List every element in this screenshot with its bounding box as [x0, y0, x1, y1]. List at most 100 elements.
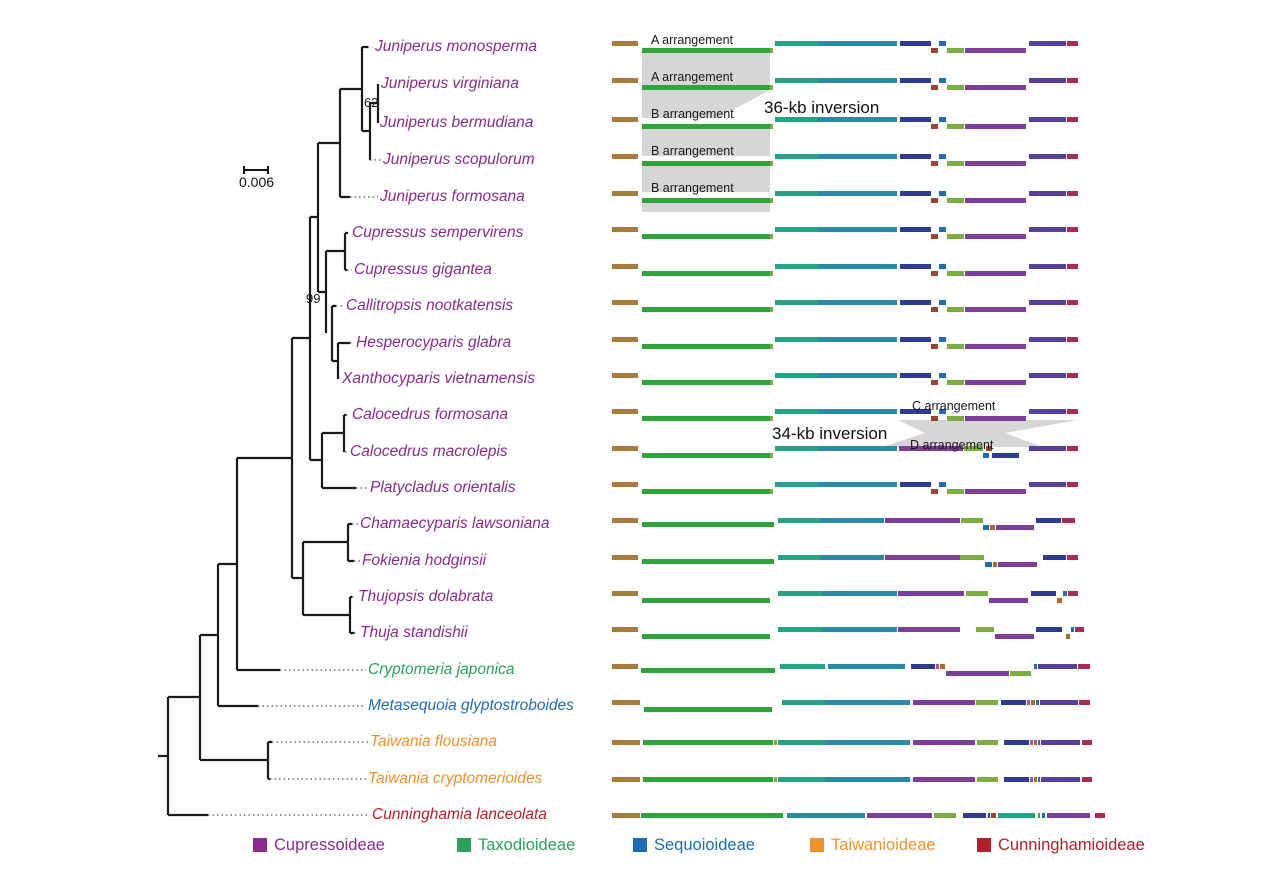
genome-segment-indigo	[1029, 409, 1066, 414]
species-label: Cunninghamia lanceolata	[372, 806, 547, 823]
genome-segment-purple	[913, 776, 975, 782]
genome-segment-navy	[992, 453, 1019, 458]
species-label: Calocedrus macrolepis	[350, 443, 508, 460]
genome-segment-purple	[913, 700, 975, 705]
genome-segment-navy	[900, 409, 931, 414]
species-label: Hesperocyparis glabra	[356, 334, 512, 351]
species-label: Cupressus sempervirens	[352, 224, 524, 241]
genome-segment-crimson	[1068, 591, 1078, 596]
genome-segment-navy	[1043, 555, 1066, 560]
genome-segment-jade	[775, 41, 818, 46]
genome-segment-indigo	[1029, 227, 1066, 232]
genome-segment-jade	[778, 739, 825, 745]
inversion-label: 34-kb inversion	[772, 424, 888, 443]
legend-label: Cupressoideae	[274, 835, 385, 854]
genome-segment-green	[641, 667, 775, 673]
genome-segment-blue	[1038, 739, 1040, 745]
genome-map-row	[612, 446, 1112, 458]
genome-segment-olive	[774, 739, 777, 745]
species-label: Callitropsis nootkatensis	[346, 297, 514, 314]
genome-segment-green	[642, 161, 770, 166]
genome-map-row	[612, 773, 1112, 785]
genome-segment-olive	[770, 344, 773, 349]
arrangement-label: A arrangement	[651, 70, 733, 84]
genome-map-row	[612, 518, 1112, 530]
genome-segment-brown	[1034, 776, 1037, 782]
genome-segment-blue	[939, 409, 946, 414]
genome-segment-teal	[818, 482, 897, 487]
arrangement-label: B arrangement	[651, 107, 734, 121]
genome-segment-green	[642, 271, 770, 276]
genome-segment-navy	[1001, 700, 1026, 705]
genome-segment-green	[642, 234, 770, 239]
genome-segment-green	[642, 558, 774, 564]
genome-segment-teal	[818, 300, 897, 305]
genome-segment-jade	[775, 337, 818, 342]
legend-item: Cunninghamioideae	[977, 836, 1145, 854]
legend-label: Taiwanioideae	[831, 835, 936, 854]
genome-map-row	[612, 736, 1112, 748]
genome-segment-indigo	[1029, 337, 1066, 342]
genome-segment-green	[642, 598, 770, 603]
genome-map-row	[612, 337, 1112, 349]
genome-map-row	[612, 117, 1112, 129]
genome-segment-olive	[947, 271, 964, 276]
genome-segment-jade	[775, 78, 818, 83]
genome-segment-teal	[818, 154, 897, 159]
genome-map-row	[612, 591, 1112, 603]
genome-segment-indigo	[1029, 300, 1066, 305]
genome-segment-purple	[898, 627, 960, 632]
genome-segment-tan	[612, 664, 638, 669]
genome-segment-navy	[900, 78, 931, 83]
genome-segment-jade	[998, 812, 1035, 818]
genome-segment-purple	[995, 634, 1034, 639]
genome-segment-crimson	[1082, 739, 1092, 745]
legend-swatch	[457, 838, 471, 852]
legend-swatch	[977, 838, 991, 852]
species-label: Juniperus scopulorum	[383, 151, 535, 168]
genome-segment-tan	[612, 227, 638, 232]
genome-segment-navy	[900, 373, 931, 378]
species-label: Juniperus bermudiana	[380, 114, 534, 131]
species-label: Chamaecyparis lawsoniana	[360, 515, 550, 532]
genome-segment-red	[931, 344, 938, 349]
genome-segment-purple	[899, 446, 963, 451]
genome-segment-tan	[612, 812, 640, 818]
genome-map-row	[612, 555, 1112, 567]
genome-segment-brown	[1034, 739, 1037, 745]
genome-segment-jade	[775, 191, 818, 196]
genome-map-row	[612, 809, 1112, 821]
genome-map-row	[612, 78, 1112, 90]
genome-segment-navy	[1036, 518, 1061, 523]
genome-segment-jade	[775, 373, 818, 378]
inversion-label: 36-kb inversion	[764, 98, 880, 117]
genome-segment-green	[643, 739, 773, 745]
genome-map-row	[612, 700, 1112, 712]
genome-segment-tan	[612, 446, 638, 451]
genome-segment-green	[642, 634, 770, 639]
genome-segment-green	[642, 344, 770, 349]
genome-segment-teal	[822, 591, 897, 596]
genome-segment-brown	[940, 664, 945, 669]
genome-segment-red	[931, 85, 938, 90]
genome-segment-blue	[1038, 776, 1040, 782]
genome-segment-jade	[775, 300, 818, 305]
species-label: Juniperus monosperma	[375, 38, 537, 55]
scale-bar-label: 0.006	[239, 174, 275, 190]
genome-segment-navy	[900, 41, 931, 46]
legend-item: Sequoioideae	[633, 836, 755, 854]
genome-segment-tan	[612, 776, 640, 782]
genome-segment-crimson	[1079, 700, 1090, 705]
genome-map-row	[612, 373, 1112, 385]
genome-segment-navy	[900, 117, 931, 122]
species-label: Fokienia hodginsii	[362, 552, 487, 569]
genome-map-row	[612, 227, 1112, 239]
genome-map-row	[612, 482, 1112, 494]
genome-segment-indigo	[1029, 191, 1066, 196]
tree-leaders	[208, 46, 381, 816]
genome-segment-indigo	[1029, 373, 1066, 378]
genome-segment-tan	[612, 591, 638, 596]
genome-segment-red	[931, 271, 938, 276]
genome-segment-crimson	[1067, 409, 1078, 414]
